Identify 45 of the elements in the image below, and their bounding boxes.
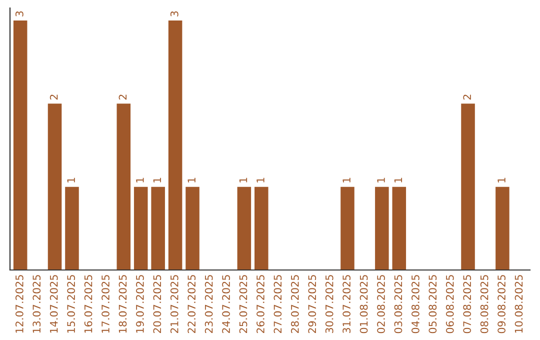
data-label: 2 bbox=[118, 94, 127, 100]
x-tick-label: 02.08.2025 bbox=[377, 275, 385, 334]
data-label: 1 bbox=[342, 178, 350, 182]
data-label: 1 bbox=[498, 178, 506, 182]
data-label: 1 bbox=[394, 178, 402, 182]
x-tick-label: 19.07.2025 bbox=[136, 275, 144, 333]
x-tick-label: 25.07.2025 bbox=[239, 275, 248, 334]
x-tick-label: 31.07.2025 bbox=[342, 275, 351, 334]
x-tick-label: 30.07.2025 bbox=[325, 275, 334, 334]
data-label: 1 bbox=[188, 178, 196, 182]
data-label: 3 bbox=[170, 11, 178, 16]
x-tick-label: 03.08.2025 bbox=[394, 275, 402, 334]
data-label: 1 bbox=[67, 178, 75, 182]
x-tick-label: 15.07.2025 bbox=[67, 275, 76, 333]
data-label: 1 bbox=[377, 178, 385, 182]
x-tick-label: 08.08.2025 bbox=[480, 275, 488, 334]
x-tick-label: 06.08.2025 bbox=[446, 275, 454, 334]
x-tick-label: 24.07.2025 bbox=[222, 275, 230, 334]
x-tick-label: 01.08.2025 bbox=[360, 275, 368, 334]
x-tick-label: 18.07.2025 bbox=[118, 275, 127, 333]
x-tick-label: 16.07.2025 bbox=[84, 275, 92, 333]
x-tick-label: 29.07.2025 bbox=[308, 275, 316, 334]
x-tick-label: 17.07.2025 bbox=[102, 275, 110, 333]
x-tick-label: 13.07.2025 bbox=[32, 275, 41, 333]
x-tick-label: 22.07.2025 bbox=[188, 275, 196, 334]
x-tick-label: 21.07.2025 bbox=[170, 275, 178, 334]
data-label: 1 bbox=[256, 178, 264, 182]
data-label: 2 bbox=[50, 94, 58, 100]
x-tick-label: 26.07.2025 bbox=[256, 275, 264, 334]
x-tick-label: 12.07.2025 bbox=[15, 275, 24, 333]
x-tick-label: 04.08.2025 bbox=[412, 275, 420, 334]
data-label: 1 bbox=[153, 178, 161, 182]
x-tick-label: 20.07.2025 bbox=[153, 275, 162, 334]
x-tick-label: 28.07.2025 bbox=[290, 275, 299, 334]
x-tick-label: 27.07.2025 bbox=[274, 275, 282, 334]
x-tick-label: 05.08.2025 bbox=[428, 275, 437, 334]
x-tick-label: 09.08.2025 bbox=[498, 275, 506, 334]
data-label: 3 bbox=[15, 11, 24, 16]
x-tick-label: 10.08.2025 bbox=[514, 275, 523, 333]
x-tick-label: 14.07.2025 bbox=[50, 275, 58, 333]
data-label: 2 bbox=[463, 94, 471, 100]
data-label: 1 bbox=[239, 178, 248, 182]
x-tick-label: 07.08.2025 bbox=[463, 275, 472, 334]
data-label: 1 bbox=[136, 178, 144, 182]
x-tick-label: 23.07.2025 bbox=[204, 275, 213, 334]
